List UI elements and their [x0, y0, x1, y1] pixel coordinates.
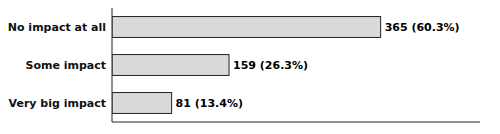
bar — [112, 55, 229, 76]
data-label: 81 (13.4%) — [176, 97, 243, 110]
bar — [112, 93, 172, 114]
data-label: 365 (60.3%) — [385, 21, 460, 34]
y-tick-label: Very big impact — [9, 97, 106, 110]
bar — [112, 17, 381, 38]
y-tick-label: No impact at all — [8, 21, 106, 34]
y-axis-line — [112, 8, 113, 122]
y-tick-label: Some impact — [25, 59, 106, 72]
x-axis-line — [112, 122, 480, 123]
data-label: 159 (26.3%) — [233, 59, 308, 72]
chart-container: Very big impact Some impact No impact at a… — [0, 0, 500, 134]
chart-svg: Very big impact Some impact No impact at a… — [0, 0, 500, 134]
bars — [112, 17, 381, 114]
